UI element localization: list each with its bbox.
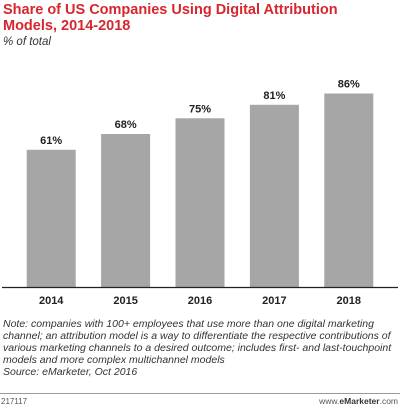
data-label-2017: 81% [263, 90, 285, 102]
data-label-2014: 61% [40, 135, 62, 147]
data-label-2015: 68% [115, 119, 137, 131]
x-tick-labels-group: 2014 2015 2016 2017 2018 [39, 295, 361, 307]
x-tick-label-2015: 2015 [113, 295, 137, 307]
bottom-divider [0, 393, 400, 394]
x-tick-label-2018: 2018 [337, 295, 361, 307]
x-tick-label-2017: 2017 [262, 295, 286, 307]
source-text: Source: eMarketer, Oct 2016 [3, 366, 138, 378]
x-tick-label-2014: 2014 [39, 295, 64, 307]
note-text: Note: companies with 100+ employees that… [3, 318, 392, 366]
brand-suffix: .com [379, 396, 398, 406]
brand-name: eMarketer [339, 396, 380, 406]
chart-footnote: Note: companies with 100+ employees that… [3, 318, 395, 378]
bars-group [26, 93, 374, 288]
bar-chart: 61% 68% 75% 81% 86% 2014 2015 2016 2017 2018 [2, 79, 398, 307]
brand-url: www.eMarketer.com [319, 396, 398, 406]
bar-2016 [175, 118, 225, 288]
brand-prefix: www. [319, 396, 340, 406]
bar-2018 [324, 93, 374, 287]
data-label-2018: 86% [338, 79, 360, 91]
chart-title: Share of US Companies Using Digital Attr… [3, 2, 338, 34]
bar-2015 [101, 134, 151, 287]
bar-2017 [249, 104, 299, 288]
chart-subtitle: % of total [3, 36, 51, 48]
bar-2014 [26, 149, 76, 288]
chart-id: 217117 [1, 397, 28, 406]
data-label-2016: 75% [189, 103, 211, 115]
data-labels-group: 61% 68% 75% 81% 86% [40, 79, 360, 147]
x-tick-label-2016: 2016 [188, 295, 212, 307]
